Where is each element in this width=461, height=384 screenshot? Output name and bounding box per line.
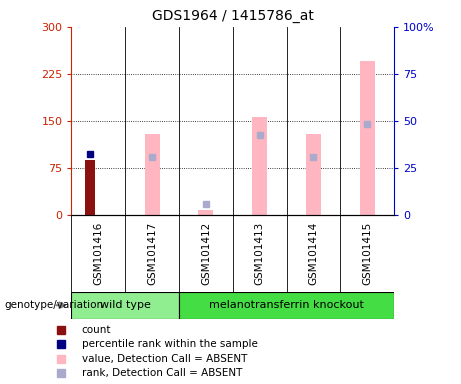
Text: value, Detection Call = ABSENT: value, Detection Call = ABSENT (82, 354, 247, 364)
Text: GSM101415: GSM101415 (362, 222, 372, 285)
Bar (71, 292, 179, 319)
Text: GSM101417: GSM101417 (147, 222, 157, 285)
Title: GDS1964 / 1415786_at: GDS1964 / 1415786_at (152, 9, 314, 23)
Bar (360, 61, 375, 215)
Text: melanotransferrin knockout: melanotransferrin knockout (209, 300, 364, 310)
Bar (252, 117, 267, 215)
Bar (145, 134, 160, 215)
Text: count: count (82, 325, 111, 335)
Text: rank, Detection Call = ABSENT: rank, Detection Call = ABSENT (82, 368, 242, 378)
Text: GSM101416: GSM101416 (93, 222, 103, 285)
Text: GSM101412: GSM101412 (201, 222, 211, 285)
Bar (85, 160, 95, 215)
Bar (306, 134, 321, 215)
Bar (179, 292, 394, 319)
Bar (198, 210, 213, 215)
Text: genotype/variation: genotype/variation (5, 300, 104, 310)
Text: percentile rank within the sample: percentile rank within the sample (82, 339, 258, 349)
Text: GSM101413: GSM101413 (254, 222, 265, 285)
Text: GSM101414: GSM101414 (308, 222, 319, 285)
Text: wild type: wild type (100, 300, 151, 310)
